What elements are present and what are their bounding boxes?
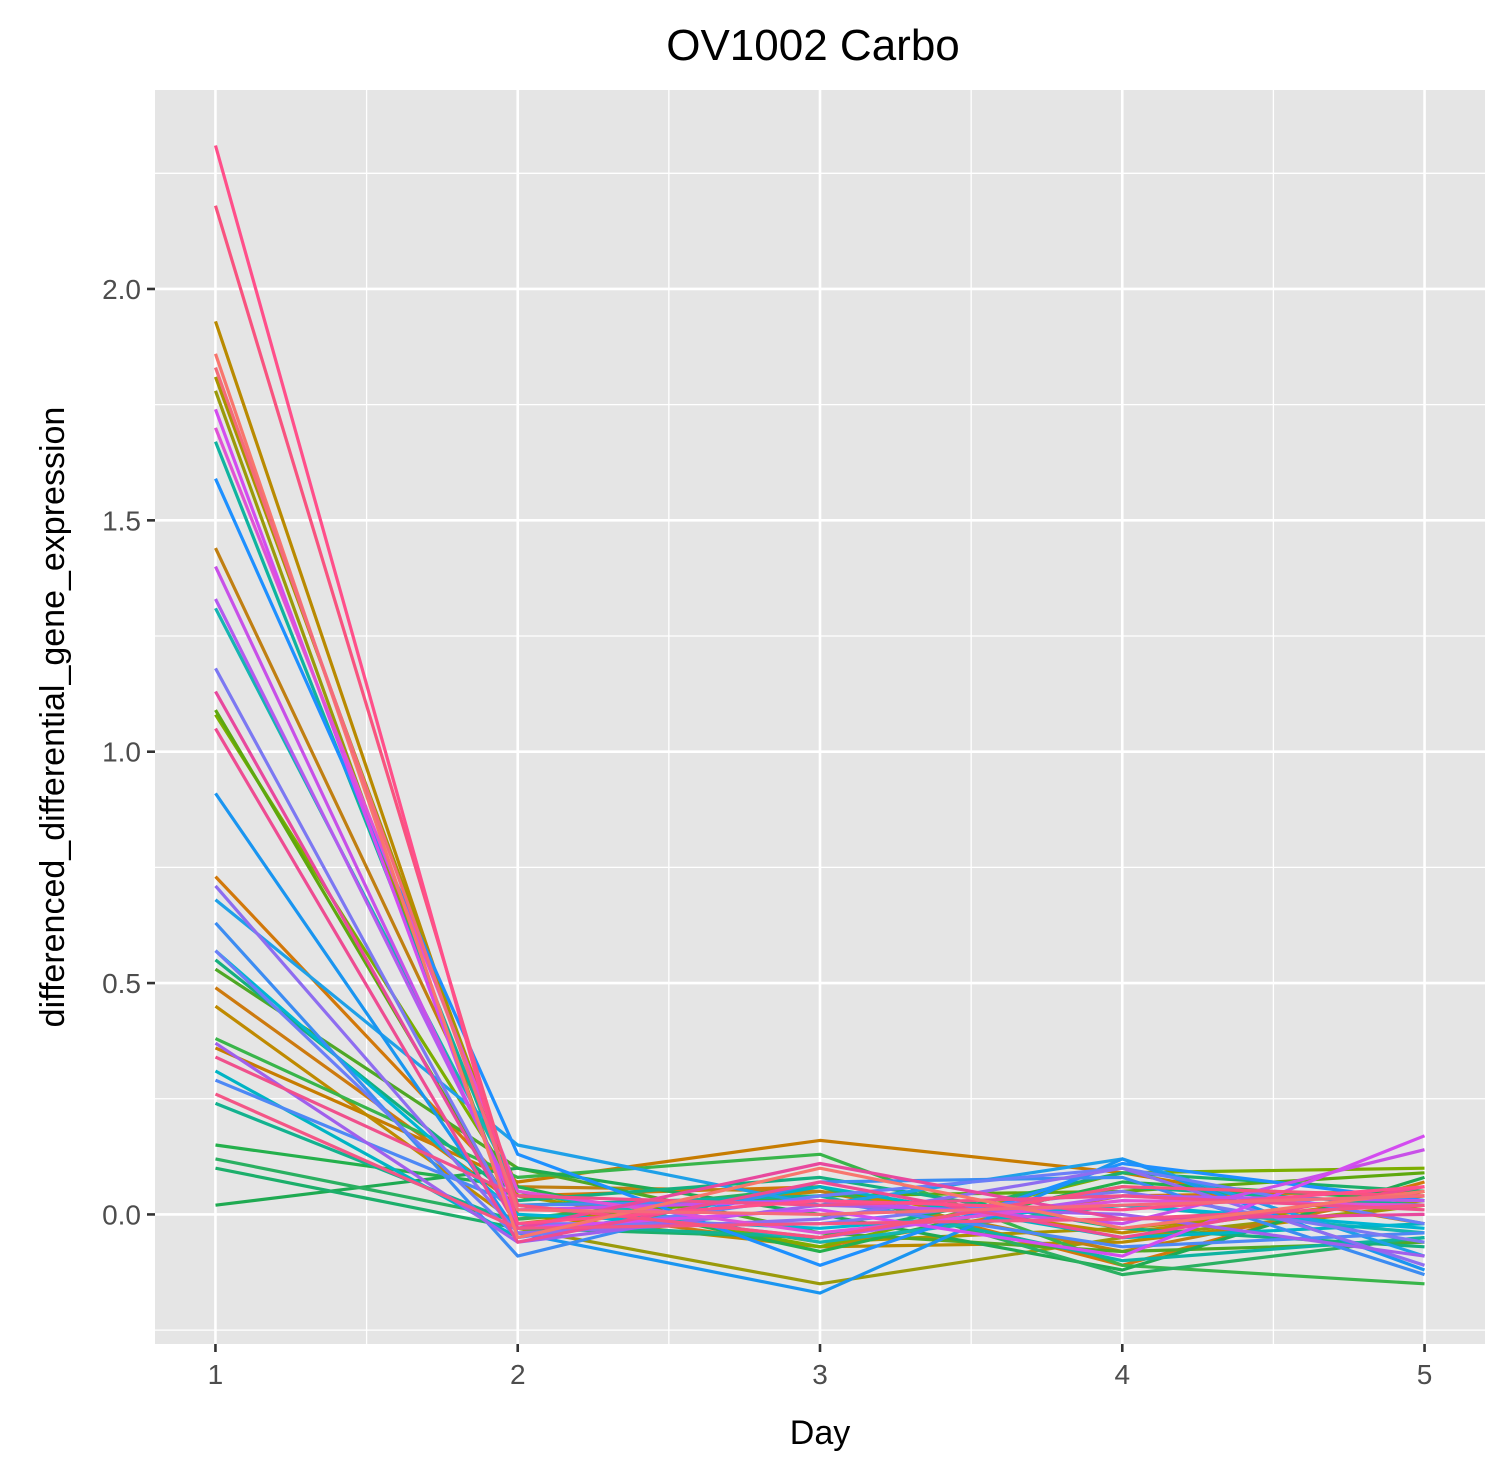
x-tick-label: 2 — [510, 1359, 526, 1390]
y-tick-label: 1.5 — [102, 505, 141, 536]
series-line-37 — [214, 727, 1425, 1244]
series-line-9 — [214, 713, 1425, 1249]
axes: 0.0 0.5 1.0 1.5 2.0 1 2 3 4 5 — [102, 274, 1432, 1390]
y-tick-label: 1.0 — [102, 737, 141, 768]
x-tick-label: 3 — [812, 1359, 828, 1390]
x-tick-label: 1 — [208, 1359, 224, 1390]
series-line-28 — [214, 949, 1425, 1240]
series-line-43 — [213, 367, 1425, 1217]
series-line-40 — [213, 205, 1425, 1240]
y-tick-label: 0.0 — [102, 1199, 141, 1230]
x-tick-label: 4 — [1114, 1359, 1130, 1390]
x-axis-title: Day — [790, 1414, 850, 1452]
chart-title: OV1002 Carbo — [666, 21, 960, 70]
y-tick-label: 0.5 — [102, 968, 141, 999]
x-tick-label: 5 — [1417, 1359, 1433, 1390]
series-line-12 — [214, 1037, 1425, 1286]
series-line-42 — [213, 353, 1425, 1240]
y-axis-title: differenced_differential_gene_expression — [34, 407, 72, 1028]
series-lines — [213, 145, 1426, 1295]
y-tick-label: 2.0 — [102, 274, 141, 305]
